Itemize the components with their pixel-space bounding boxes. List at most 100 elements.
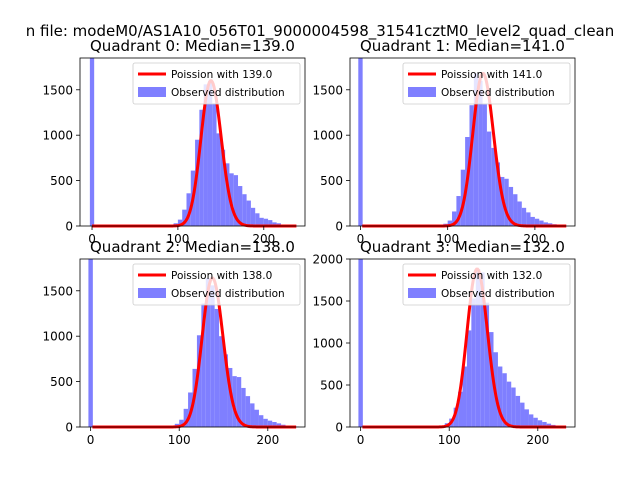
histogram-bar: [179, 419, 184, 427]
legend-bar-swatch: [138, 87, 166, 97]
subplot-title: Quadrant 1: Median=141.0: [360, 37, 565, 55]
x-tick-label: 100: [436, 232, 459, 246]
y-tick-label: 1500: [312, 295, 343, 309]
legend-bar-swatch: [408, 87, 436, 97]
y-tick-label: 500: [320, 379, 343, 393]
histogram-bar: [214, 308, 220, 427]
histogram-spike-bar: [89, 58, 95, 226]
legend: Poission with 141.0 Observed distribution: [402, 62, 571, 105]
y-tick-label: 1500: [42, 83, 73, 97]
x-tick-label: 200: [256, 433, 279, 447]
legend-box: [402, 263, 571, 306]
histogram-bar: [186, 193, 191, 226]
histogram-bar: [195, 139, 200, 226]
y-tick-label: 1000: [312, 129, 343, 143]
histogram-bar: [268, 220, 273, 226]
histogram-bar: [506, 381, 512, 427]
histogram-bar: [223, 354, 228, 427]
histogram-bar: [530, 216, 535, 226]
histogram-bar: [502, 373, 507, 427]
histogram-bar: [263, 418, 268, 427]
histogram-bar: [196, 335, 202, 427]
y-tick-label: 0: [65, 421, 73, 435]
x-tick-label: 0: [88, 232, 96, 246]
legend: Poission with 139.0 Observed distribution: [132, 62, 301, 105]
y-tick-label: 1000: [42, 129, 73, 143]
histogram-bar: [508, 186, 514, 226]
histogram-bar: [263, 218, 269, 226]
histogram-bar: [482, 104, 487, 226]
y-tick-label: 500: [50, 375, 73, 389]
y-tick-label: 1500: [312, 83, 343, 97]
histogram-bar: [497, 366, 503, 427]
legend-label-poisson: Poission with 132.0: [441, 270, 542, 282]
histogram-bar: [526, 212, 531, 226]
subplot-title: Quadrant 3: Median=132.0: [360, 238, 565, 256]
legend-bar-swatch: [138, 288, 166, 298]
histogram-bar: [267, 420, 273, 427]
histogram-bar: [241, 387, 246, 427]
histogram-bar: [473, 73, 479, 226]
histogram-bar: [480, 272, 485, 427]
histogram-bar: [245, 396, 251, 427]
y-tick-label: 1000: [312, 337, 343, 351]
histogram-bar: [521, 207, 527, 226]
histogram-bar: [511, 387, 516, 427]
histogram-bar: [447, 220, 453, 226]
histogram-bar: [210, 285, 215, 427]
histogram-bar: [542, 421, 547, 427]
histogram-bar: [489, 332, 494, 427]
axes-frame: [79, 258, 306, 428]
y-tick-label: 0: [335, 220, 343, 234]
legend-label-observed: Observed distribution: [441, 288, 555, 300]
x-tick-label: 200: [252, 232, 275, 246]
subplot-title: Quadrant 2: Median=138.0: [90, 238, 295, 256]
subplot-title: Quadrant 0: Median=139.0: [90, 37, 295, 55]
histogram-bar: [203, 84, 208, 226]
x-tick-label: 200: [523, 232, 546, 246]
histogram-bar: [515, 395, 521, 427]
histogram-bar: [517, 201, 522, 226]
histogram-bar: [199, 109, 204, 226]
histogram-bar: [524, 409, 529, 427]
legend-label-observed: Observed distribution: [171, 87, 285, 99]
histogram-bar: [220, 149, 226, 226]
legend-label-observed: Observed distribution: [441, 87, 555, 99]
histogram-bar: [259, 217, 264, 226]
histogram-bar: [456, 196, 461, 226]
y-tick-label: 0: [65, 220, 73, 234]
histogram-bar: [484, 302, 490, 427]
histogram-spike-bar: [358, 58, 363, 226]
histogram-bar: [475, 269, 481, 427]
histogram-bar: [513, 194, 518, 226]
y-tick-label: 1000: [42, 330, 73, 344]
legend-box: [402, 62, 571, 105]
histogram-spike-bar: [88, 259, 93, 427]
histogram-bar: [250, 207, 256, 226]
histogram-bar: [495, 162, 500, 226]
subplot-quadrant-1: 0 100 200 0 500 1000 1500 Quadrant 1: Median=14…: [312, 37, 576, 246]
histogram-bar: [486, 131, 492, 226]
x-tick-label: 100: [166, 232, 189, 246]
legend: Poission with 138.0 Observed distribution: [132, 263, 301, 306]
histogram-bar: [212, 103, 217, 226]
histogram-bar: [469, 105, 474, 226]
legend-label-observed: Observed distribution: [171, 288, 285, 300]
histogram-bar: [533, 417, 538, 427]
histogram-bar: [504, 178, 509, 226]
histogram-bar: [216, 133, 221, 226]
histogram-bar: [233, 175, 239, 226]
histogram-bar: [458, 391, 463, 427]
legend-box: [132, 62, 301, 105]
histogram-bar: [276, 423, 282, 427]
figure-suptitle: n file: modeM0/AS1A10_056T01_9000004598_…: [26, 22, 615, 41]
histogram-spike-bar: [358, 259, 363, 427]
axes-frame: [349, 57, 576, 227]
legend-bar-swatch: [408, 288, 436, 298]
x-tick-label: 100: [168, 433, 191, 447]
histogram-bar: [520, 402, 525, 427]
legend-label-poisson: Poission with 141.0: [441, 69, 542, 81]
histogram-bar: [182, 209, 187, 226]
